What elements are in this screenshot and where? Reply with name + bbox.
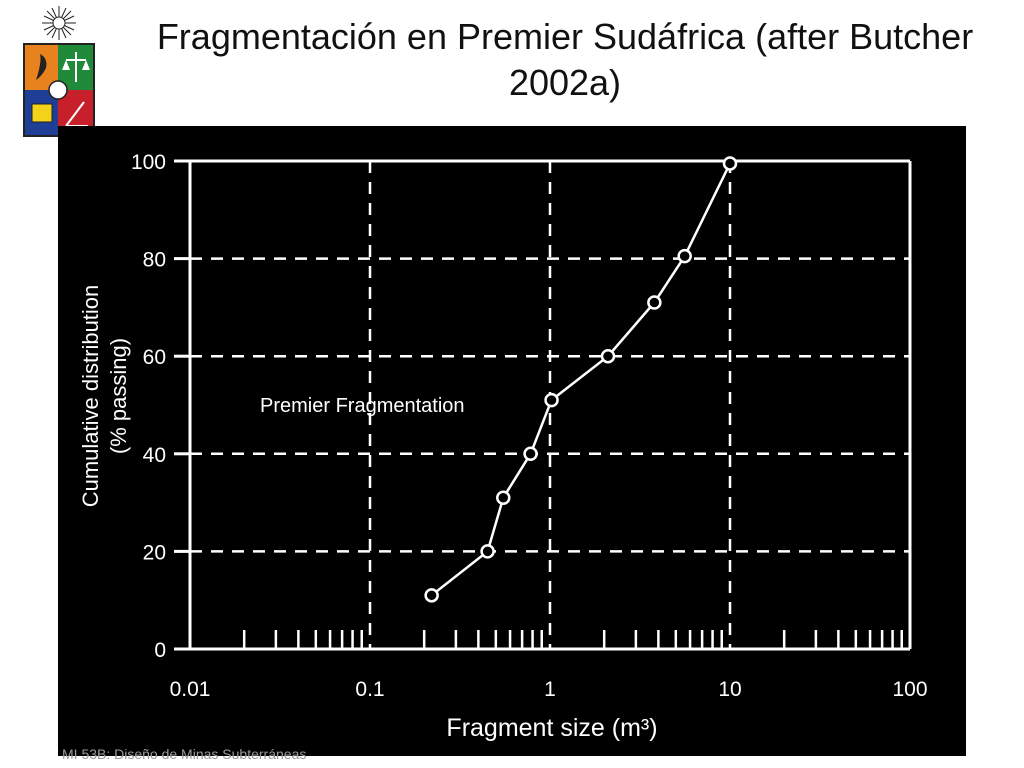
university-logo bbox=[14, 4, 104, 140]
minor-ticks bbox=[242, 630, 904, 649]
x-tick-label: 1 bbox=[544, 678, 556, 701]
x-tick-label: 0.01 bbox=[170, 678, 211, 701]
y-tick-label: 60 bbox=[143, 346, 166, 369]
y-axis-label-unit: (% passing) bbox=[106, 338, 131, 454]
data-point bbox=[480, 544, 495, 559]
chart-labels: Premier Fragmentation Cumulative distrib… bbox=[78, 151, 928, 742]
y-tick-label: 100 bbox=[131, 151, 166, 174]
chart-grid bbox=[190, 161, 910, 649]
chart-annotation: Premier Fragmentation bbox=[260, 395, 465, 417]
y-tick-label: 80 bbox=[143, 249, 166, 272]
x-tick-label: 10 bbox=[718, 678, 741, 701]
data-point bbox=[647, 295, 662, 310]
data-series bbox=[424, 156, 738, 603]
y-tick-label: 40 bbox=[143, 444, 166, 467]
chart-panel: Premier Fragmentation Cumulative distrib… bbox=[58, 126, 966, 756]
slide-title: Fragmentación en Premier Sudáfrica (afte… bbox=[156, 16, 974, 103]
data-point bbox=[544, 392, 559, 408]
data-point bbox=[722, 156, 738, 171]
x-tick-label: 100 bbox=[892, 678, 927, 701]
slide-footer: MI 53B: Diseño de Minas Subterráneas bbox=[62, 746, 307, 762]
series-line bbox=[430, 162, 732, 597]
data-point bbox=[496, 490, 511, 505]
data-point bbox=[523, 446, 538, 462]
star-icon bbox=[42, 6, 76, 40]
fragmentation-chart: Premier Fragmentation Cumulative distrib… bbox=[78, 151, 928, 742]
data-point bbox=[424, 588, 439, 603]
y-tick-label: 0 bbox=[154, 639, 166, 662]
data-point bbox=[600, 348, 616, 364]
x-axis-label: Fragment size (m³) bbox=[446, 714, 657, 742]
data-point bbox=[677, 248, 692, 264]
x-tick-label: 0.1 bbox=[355, 678, 384, 701]
y-axis-label: Cumulative distribution bbox=[78, 285, 103, 508]
y-tick-label: 20 bbox=[143, 541, 166, 564]
shield-icon bbox=[23, 6, 95, 137]
